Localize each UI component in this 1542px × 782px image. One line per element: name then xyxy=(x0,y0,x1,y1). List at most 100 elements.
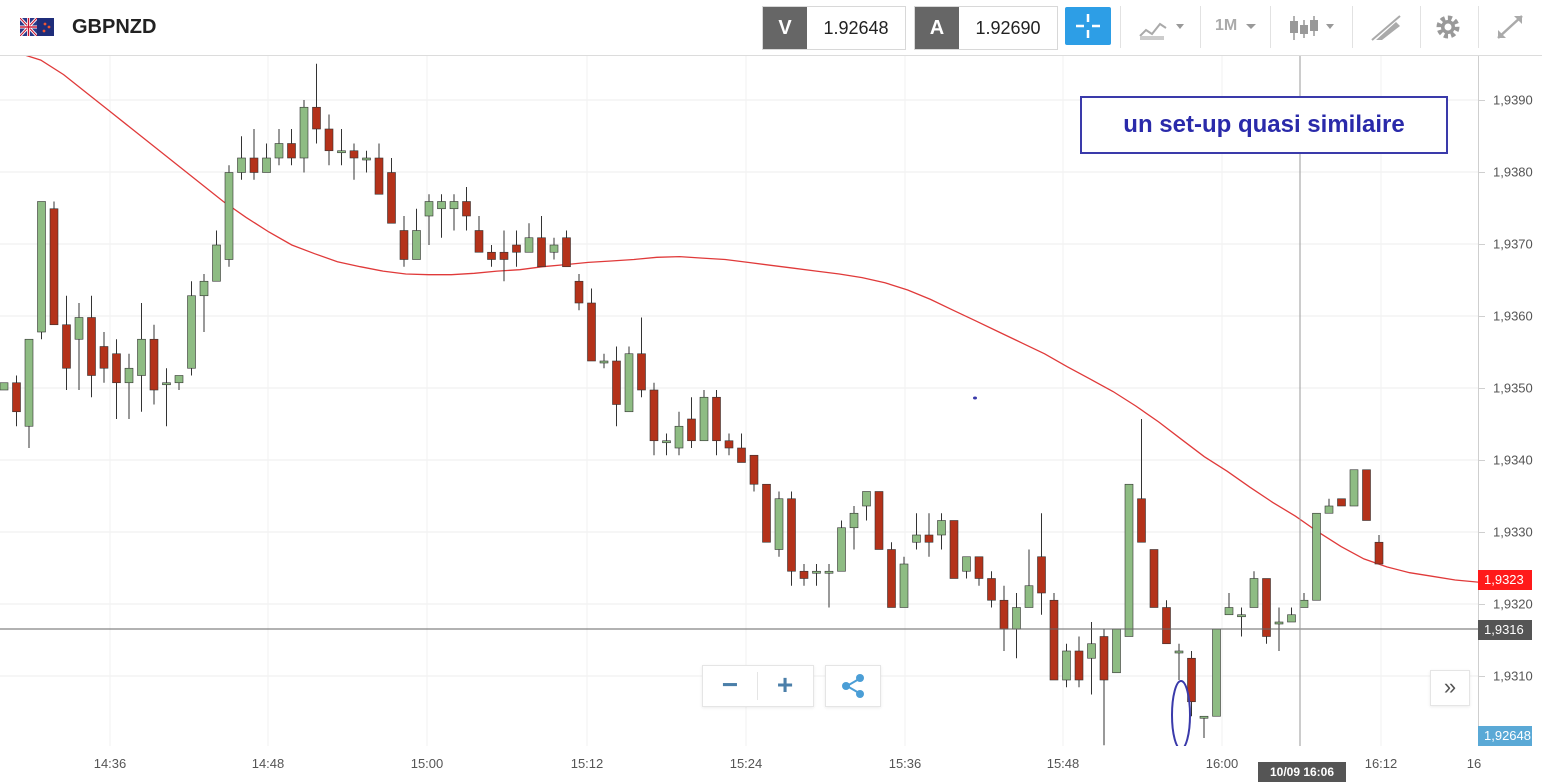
candle-body-down xyxy=(887,549,896,608)
time-tick-label: 14:48 xyxy=(251,756,285,771)
candle xyxy=(812,564,821,586)
candlestick-icon xyxy=(1290,16,1334,40)
candle-body-up xyxy=(24,338,34,427)
zoom-controls: − + xyxy=(702,665,814,707)
fullscreen-button[interactable] xyxy=(1486,6,1534,48)
price-axis: 1,9390 1,9380 1,9370 1,9360 1,9350 1,9340 1,93… xyxy=(1478,56,1542,746)
scroll-forward-button[interactable]: » xyxy=(1430,670,1470,706)
candle-body-up xyxy=(337,150,346,154)
candle xyxy=(62,295,71,390)
candle-body-down xyxy=(287,143,296,159)
share-button[interactable] xyxy=(825,665,881,707)
annotation-box: un set-up quasi similaire xyxy=(1080,96,1448,154)
candle xyxy=(574,274,584,311)
candle-body-down xyxy=(712,396,721,442)
candle xyxy=(1162,600,1171,645)
candle-body-up xyxy=(437,201,446,210)
candle xyxy=(787,491,796,586)
candle-body-down xyxy=(612,360,621,405)
candle-body-up xyxy=(162,382,171,386)
time-tick-label: 16:12 xyxy=(1364,756,1398,771)
settings-gear-icon xyxy=(1436,15,1460,39)
candle xyxy=(712,390,721,456)
candle-body-up xyxy=(912,534,921,543)
candle-body-down xyxy=(762,483,771,543)
candle xyxy=(199,274,209,332)
price-chart[interactable] xyxy=(0,56,1478,746)
toolbar-separator xyxy=(1420,6,1421,48)
chart-type-button[interactable] xyxy=(1134,6,1194,48)
zoom-out-button[interactable]: − xyxy=(721,669,739,700)
candle xyxy=(999,585,1009,651)
candle-body-down xyxy=(1362,469,1371,521)
candle xyxy=(662,433,671,456)
candle-body-up xyxy=(1324,505,1334,514)
candle-body-up xyxy=(699,396,709,442)
candle-body-down xyxy=(1137,498,1146,543)
time-tick-label: 15:12 xyxy=(570,756,604,771)
candle xyxy=(162,368,171,427)
timeframe-select[interactable]: 1M xyxy=(1210,6,1264,48)
candle xyxy=(37,201,46,340)
buy-price-button[interactable]: A 1.92690 xyxy=(914,6,1058,50)
candle-body-up xyxy=(1199,715,1209,719)
candle xyxy=(1024,549,1034,608)
candle-body-up xyxy=(1249,578,1259,608)
candle xyxy=(524,223,534,253)
candle-body-up xyxy=(262,157,271,173)
draw-tools-button[interactable] xyxy=(1362,6,1412,48)
candle xyxy=(1374,535,1384,565)
candle xyxy=(1087,622,1096,695)
zoom-in-button[interactable]: + xyxy=(776,669,794,700)
candle xyxy=(962,556,971,579)
candle-body-up xyxy=(1287,614,1296,623)
candle xyxy=(1299,593,1309,608)
candle-body-down xyxy=(949,520,959,579)
candle xyxy=(24,338,34,448)
crosshair-button[interactable] xyxy=(1065,7,1111,45)
candle-body-up xyxy=(1112,628,1121,674)
candle xyxy=(499,230,509,282)
candle-body-down xyxy=(399,230,409,260)
candle xyxy=(99,332,109,383)
candle-body-up xyxy=(812,570,821,574)
candle-body-up xyxy=(599,360,609,364)
candle-body-down xyxy=(637,353,646,391)
candle xyxy=(1137,419,1146,543)
settings-button[interactable] xyxy=(1426,6,1470,48)
timeframe-chevron-icon xyxy=(1246,24,1256,29)
candle xyxy=(249,129,259,180)
candle xyxy=(274,129,284,166)
candle-body-down xyxy=(1074,650,1084,681)
candle xyxy=(437,194,446,238)
candle xyxy=(137,303,146,412)
candle xyxy=(774,491,784,557)
candle-body-up xyxy=(449,201,459,210)
candle xyxy=(124,353,134,419)
candle xyxy=(974,556,984,586)
symbol-title: GBPNZD xyxy=(72,16,157,38)
candle-body-down xyxy=(387,172,396,224)
time-tick-label: 16 xyxy=(1466,756,1482,771)
candle xyxy=(12,375,21,427)
crosshair-icon xyxy=(1076,14,1100,38)
candle-body-up xyxy=(624,353,634,413)
flag-gb-nz-icon xyxy=(20,18,54,36)
candle xyxy=(862,491,871,521)
candle-style-button[interactable] xyxy=(1282,6,1342,48)
candle-body-down xyxy=(1374,541,1384,565)
price-tick-label: 1,9330 xyxy=(1493,524,1533,540)
candle-body-down xyxy=(787,498,796,572)
candle xyxy=(1037,513,1046,615)
candle-body-up xyxy=(899,563,909,608)
candle xyxy=(387,158,396,224)
candle xyxy=(949,520,959,579)
candle-body-up xyxy=(1212,628,1221,717)
candle xyxy=(1287,607,1296,623)
fullscreen-icon xyxy=(1497,15,1523,39)
candle xyxy=(1174,643,1184,680)
candle-body-up xyxy=(124,367,134,384)
candle xyxy=(349,143,359,180)
sell-price-button[interactable]: V 1.92648 xyxy=(762,6,906,50)
candle xyxy=(924,513,934,557)
